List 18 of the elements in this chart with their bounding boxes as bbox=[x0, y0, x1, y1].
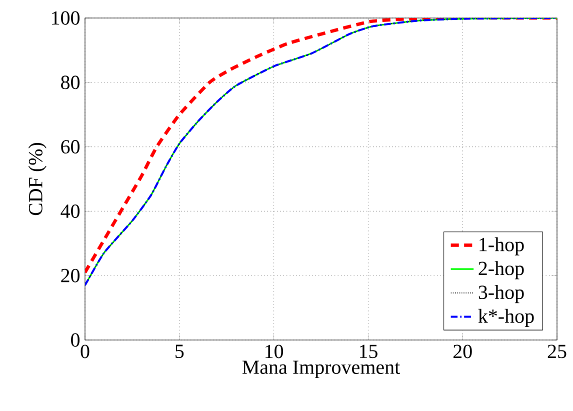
x-tick-label: 0 bbox=[80, 344, 90, 358]
y-tick-label: 80 bbox=[61, 76, 80, 90]
y-tick-label: 0 bbox=[71, 333, 80, 347]
x-tick-label: 15 bbox=[360, 344, 378, 358]
y-tick-label: 100 bbox=[52, 11, 80, 25]
x-axis-title: Mana Improvement bbox=[242, 360, 400, 378]
x-tick-label: 5 bbox=[176, 344, 184, 358]
legend-label: k*-hop bbox=[478, 308, 534, 328]
legend-label: 2-hop bbox=[478, 261, 524, 280]
legend-label: 3-hop bbox=[478, 285, 524, 304]
y-tick-label: 40 bbox=[60, 204, 80, 218]
y-axis-title: CDF (%) bbox=[28, 142, 46, 216]
x-tick-label: 10 bbox=[266, 344, 284, 358]
y-tick-label: 60 bbox=[61, 140, 80, 154]
x-tick-label: 20 bbox=[453, 344, 472, 358]
x-tick-label: 25 bbox=[548, 344, 566, 358]
y-tick-label: 20 bbox=[61, 268, 80, 282]
legend-label: 1-hop bbox=[480, 237, 524, 256]
